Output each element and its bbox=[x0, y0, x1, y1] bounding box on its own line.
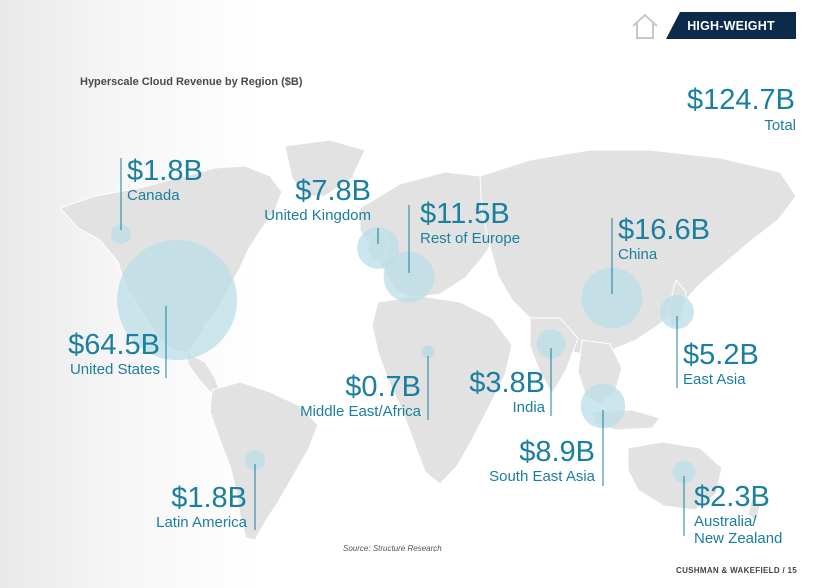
bubble-latam bbox=[244, 449, 266, 471]
region-label-latin-america: $1.8B Latin America bbox=[156, 482, 247, 532]
region-value: $16.6B bbox=[618, 214, 710, 246]
chart-title: Hyperscale Cloud Revenue by Region ($B) bbox=[80, 76, 303, 88]
region-value: $0.7B bbox=[345, 371, 421, 403]
region-value: $7.8B bbox=[295, 175, 371, 207]
region-label-india: $3.8B India bbox=[469, 367, 545, 417]
bubble-anz bbox=[672, 460, 696, 484]
bubble-sea bbox=[580, 383, 626, 429]
bubble-india bbox=[536, 329, 566, 359]
bubble-east-asia bbox=[659, 294, 695, 330]
region-value: $8.9B bbox=[519, 436, 595, 468]
region-value: $1.8B bbox=[127, 155, 203, 187]
total-value: $124.7B bbox=[686, 84, 795, 116]
region-name-2: New Zealand bbox=[694, 530, 783, 547]
bubble-china bbox=[581, 267, 643, 329]
region-name: Middle East/Africa bbox=[300, 403, 421, 420]
region-name: East Asia bbox=[683, 371, 746, 388]
bubble-us bbox=[117, 240, 237, 360]
region-name: United Kingdom bbox=[264, 207, 371, 224]
total-label: Total bbox=[764, 117, 796, 134]
region-label-canada: $1.8B Canada bbox=[127, 155, 203, 205]
bubble-canada bbox=[110, 223, 132, 245]
region-label-uk: $7.8B United Kingdom bbox=[264, 175, 371, 225]
bubble-rest-europe bbox=[383, 251, 435, 303]
region-name: India bbox=[512, 399, 545, 416]
region-name: Latin America bbox=[156, 514, 247, 531]
region-label-australia-nz: $2.3B Australia/ New Zealand bbox=[694, 481, 783, 548]
bubble-uk bbox=[357, 227, 399, 269]
region-name: Canada bbox=[127, 187, 180, 204]
landmass-africa bbox=[371, 295, 513, 485]
region-name: South East Asia bbox=[489, 468, 595, 485]
region-label-east-asia: $5.2B East Asia bbox=[683, 339, 759, 389]
region-name: Rest of Europe bbox=[420, 230, 521, 247]
region-label-south-east-asia: $8.9B South East Asia bbox=[489, 436, 595, 486]
section-badge: HIGH-WEIGHT bbox=[666, 12, 796, 39]
page-footer: CUSHMAN & WAKEFIELD / 15 bbox=[676, 566, 797, 575]
landmass-new-zealand bbox=[747, 497, 761, 523]
region-label-middle-east-africa: $0.7B Middle East/Africa bbox=[300, 371, 421, 421]
region-value: $2.3B bbox=[694, 481, 770, 513]
region-value: $64.5B bbox=[68, 329, 160, 361]
landmass-greenland bbox=[284, 139, 366, 197]
region-value: $5.2B bbox=[683, 339, 759, 371]
region-name: Australia/ bbox=[694, 513, 757, 530]
home-icon[interactable] bbox=[630, 12, 660, 40]
region-name: China bbox=[618, 246, 658, 263]
source-note: Source: Structure Research bbox=[343, 544, 442, 553]
bubbles bbox=[110, 223, 696, 484]
region-label-rest-of-europe: $11.5B Rest of Europe bbox=[420, 198, 521, 248]
region-name: United States bbox=[69, 361, 160, 378]
region-value: $11.5B bbox=[420, 198, 510, 230]
region-label-china: $16.6B China bbox=[618, 214, 710, 264]
region-value: $1.8B bbox=[171, 482, 247, 514]
region-value: $3.8B bbox=[469, 367, 545, 399]
region-label-united-states: $64.5B United States bbox=[68, 329, 160, 379]
leader-lines bbox=[120, 158, 685, 536]
bubble-mea bbox=[421, 345, 435, 359]
